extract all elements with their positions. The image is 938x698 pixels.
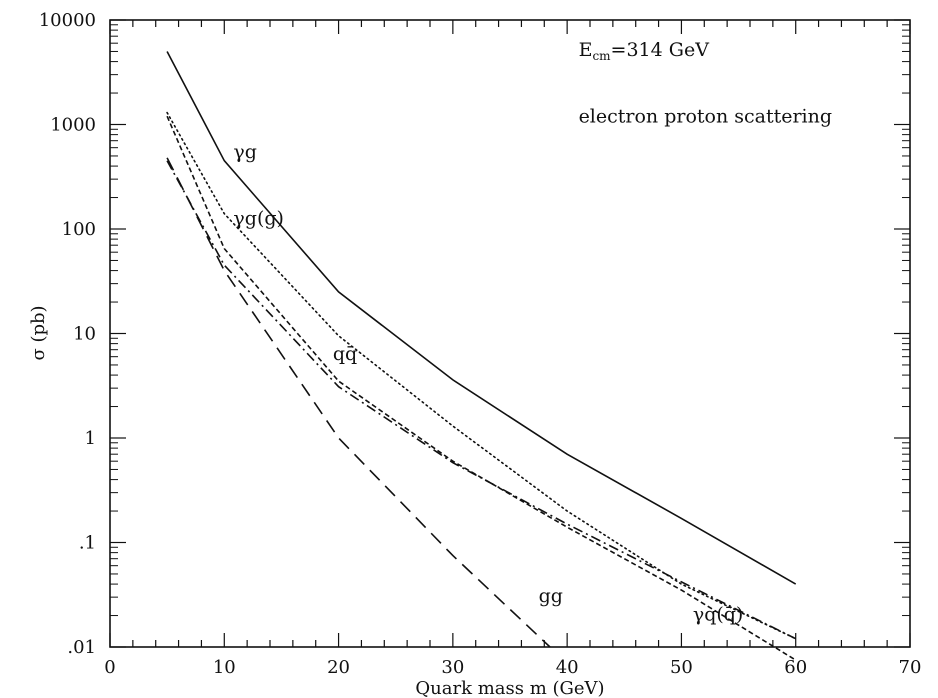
y-tick-label: .1	[79, 533, 96, 554]
curve-label: γg(g)	[233, 208, 284, 230]
curve-label: gg	[539, 585, 563, 607]
curve-labels: γg γg(g) qq̄ γq(q̄) gg	[233, 141, 743, 626]
x-tick-label: 10	[213, 657, 236, 678]
curve-dash-dot	[166, 160, 797, 640]
y-tick-label: 100	[62, 219, 96, 240]
curve-label: qq̄	[333, 343, 357, 365]
curve-dotted	[166, 111, 797, 640]
curve-label: γg	[233, 141, 257, 163]
x-tick-label: 40	[556, 657, 579, 678]
x-tick-label: 20	[327, 657, 350, 678]
annotation-ecm: Ecm=314 GeV	[579, 39, 710, 63]
curve-long-dash	[166, 157, 551, 648]
curves	[166, 51, 797, 661]
y-tick-label: 10000	[39, 10, 96, 31]
y-tick-label: .01	[67, 637, 96, 658]
x-axis-label: Quark mass m (GeV)	[415, 678, 604, 698]
x-tick-label: 30	[441, 657, 464, 678]
curve-label: γq(q̄)	[693, 603, 744, 625]
axis-tick-labels: 0 10 20 30 40 50 60 70 .01 .1 1 10 100 1000 10000	[39, 10, 922, 678]
annotation-process: electron proton scattering	[579, 105, 832, 127]
x-tick-label: 50	[670, 657, 693, 678]
axis-ticks	[109, 19, 911, 648]
y-axis-label: σ (pb)	[28, 305, 49, 360]
x-tick-label: 0	[104, 657, 115, 678]
curve-solid	[166, 51, 797, 585]
curve-short-dash	[166, 115, 797, 661]
x-tick-label: 70	[899, 657, 922, 678]
y-tick-label: 1	[85, 428, 96, 449]
y-tick-label: 10	[73, 324, 96, 345]
y-tick-label: 1000	[50, 115, 96, 136]
x-tick-label: 60	[784, 657, 807, 678]
annotations: Ecm=314 GeV electron proton scattering	[579, 39, 832, 127]
